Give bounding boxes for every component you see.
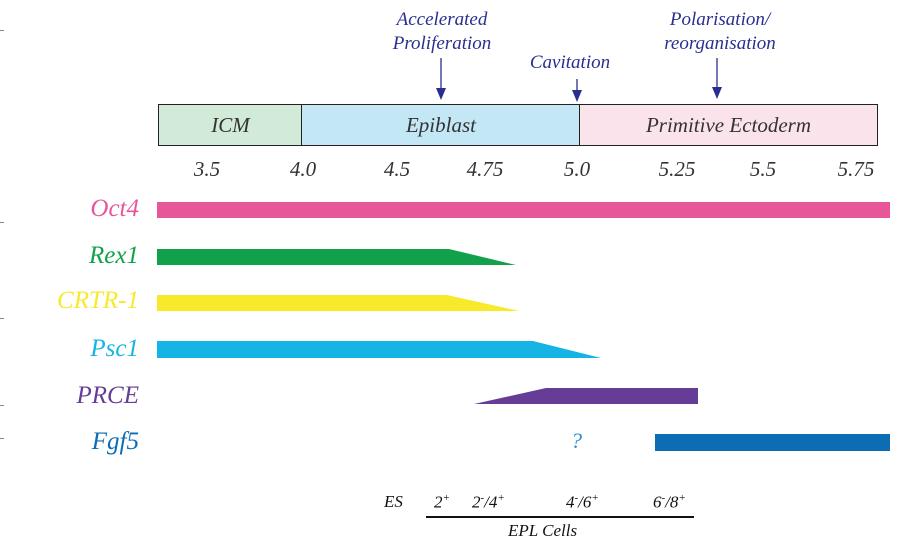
epl-cell-6-8: 6-/8+	[653, 492, 686, 512]
arrow-accelerated-proliferation	[436, 58, 446, 100]
edge-mark	[0, 222, 4, 223]
arrow-polarisation	[712, 58, 722, 99]
bar-oct4	[157, 202, 890, 218]
timepoint-label: 5.5	[749, 157, 777, 181]
edge-mark	[0, 405, 4, 406]
stage-label: Epiblast	[405, 112, 476, 137]
gene-label-prce: PRCE	[76, 382, 140, 409]
stage-label: ICM	[211, 112, 250, 137]
epl-cell-2-4: 2-/4+	[472, 492, 505, 512]
timepoint-label: 5.75	[837, 157, 875, 181]
stage-primitive-ectoderm: Primitive Ectoderm	[579, 104, 878, 146]
annotation-cavitation: Cavitation	[529, 52, 611, 73]
gene-label-oct4: Oct4	[90, 195, 139, 222]
edge-mark	[0, 318, 4, 319]
epl-cell-2: 2+	[434, 492, 450, 512]
edge-mark	[0, 30, 4, 31]
timepoint-label: 4.75	[466, 157, 504, 181]
bar-crtr1	[157, 295, 519, 311]
timepoint-label: 5.25	[658, 157, 696, 181]
timepoint-label: 4.0	[289, 157, 317, 181]
stage-epiblast: Epiblast	[301, 104, 581, 146]
gene-label-crtr1: CRTR-1	[57, 287, 139, 314]
bar-fgf5	[655, 434, 890, 451]
timepoint-label: 3.5	[193, 157, 221, 181]
timepoint-label: 4.5	[383, 157, 411, 181]
gene-label-rex1: Rex1	[89, 242, 139, 269]
epl-cells-label: EPL Cells	[508, 521, 578, 540]
edge-mark	[0, 438, 4, 439]
annotation-polarisation: Polarisation/ reorganisation	[664, 9, 776, 54]
es-label: ES	[384, 492, 403, 511]
gene-label-psc1: Psc1	[90, 335, 139, 362]
bar-rex1	[157, 249, 516, 265]
epl-cell-4-6: 4-/6+	[566, 492, 599, 512]
gene-label-fgf5: Fgf5	[91, 428, 139, 455]
fgf5-unknown-marker: ?	[571, 428, 582, 453]
arrow-cavitation	[572, 79, 582, 102]
annotation-accelerated-proliferation: Accelerated Proliferation	[392, 9, 492, 54]
timepoint-label: 5.0	[563, 157, 591, 181]
bar-psc1	[157, 341, 601, 358]
stage-label: Primitive Ectoderm	[645, 112, 812, 137]
bar-prce	[474, 388, 698, 404]
